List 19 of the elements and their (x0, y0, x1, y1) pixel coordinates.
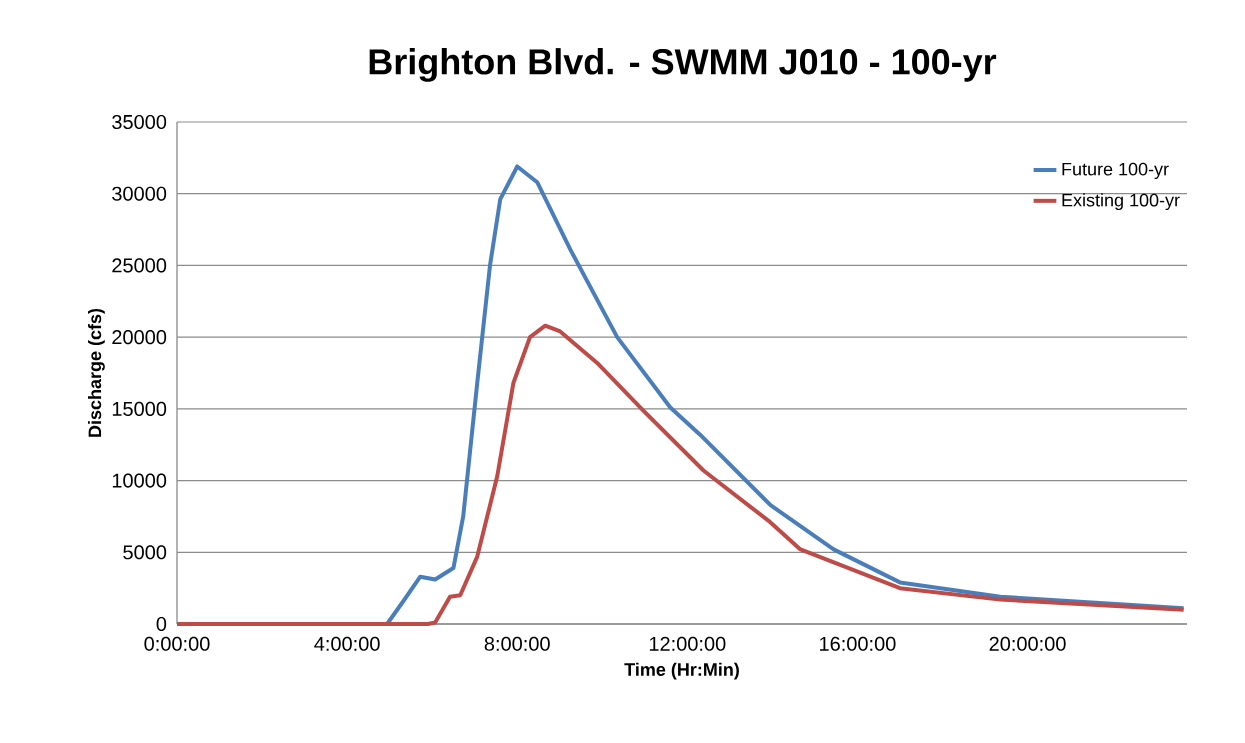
x-tick-label: 12:00:00 (649, 636, 726, 651)
x-axis-title: Time (Hr:Min) (624, 662, 739, 680)
legend-label: Future 100-yr (1062, 162, 1169, 180)
y-tick-label: 10000 (112, 473, 167, 488)
x-tick-label: 4:00:00 (314, 636, 380, 651)
y-tick-label: 20000 (112, 330, 167, 345)
y-tick-label: 30000 (112, 186, 167, 201)
chart-title: Brighton Blvd. - SWMM J010 - 100-yr (369, 48, 997, 82)
x-tick-label: 20:00:00 (989, 636, 1066, 651)
y-tick-label: 25000 (112, 258, 167, 273)
y-tick-label: 5000 (123, 545, 167, 560)
y-tick-label: 35000 (112, 114, 167, 130)
y-tick-label: 0 (156, 616, 167, 632)
y-axis-title: Discharge (cfs) (87, 308, 105, 437)
legend-label: Existing 100-yr (1062, 193, 1180, 211)
x-tick-label: 16:00:00 (820, 636, 896, 651)
x-tick-label: 0:00:00 (144, 636, 210, 651)
y-tick-label: 15000 (112, 401, 167, 416)
x-tick-label: 8:00:00 (484, 636, 550, 651)
